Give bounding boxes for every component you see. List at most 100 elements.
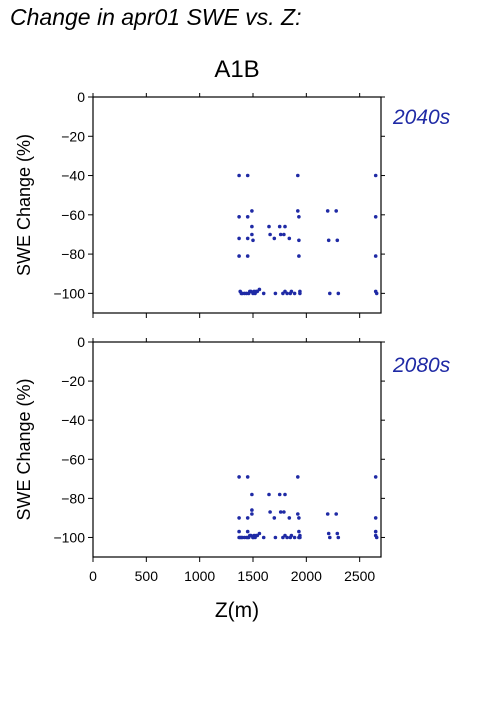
panel-1-data-point (245, 236, 250, 241)
panel-2-data-point (328, 535, 332, 540)
panel-2-data-point (250, 492, 254, 497)
panel-1-data-point (237, 254, 241, 258)
panel-2-xtick-label: 1500 (237, 568, 268, 584)
panel-1-data-point (283, 224, 287, 229)
panel-1-data-point (267, 224, 271, 229)
panel-1-data-point (237, 215, 241, 219)
panel-2-data-point (374, 535, 379, 540)
panel-2-data-point (282, 510, 286, 514)
panel-1-data-point (287, 236, 292, 241)
panel-2-data-point (296, 512, 300, 516)
panel-1-data-point (296, 209, 300, 213)
panel-1-data-point (298, 291, 302, 296)
panel-2-data-point (287, 516, 292, 520)
panel-1-data-point (335, 238, 340, 243)
panel-2-data-point (250, 508, 254, 512)
panel-1-data-point (328, 291, 332, 296)
panel-1-data-point (336, 291, 341, 296)
panel-1-data-point (273, 291, 278, 296)
panel-2-ytick-label: −60 (61, 451, 85, 467)
panel-1-data-point (374, 291, 379, 296)
panel-2-data-point (292, 535, 297, 540)
panel-1-data-point (251, 238, 255, 243)
panel-1-data-point (373, 215, 378, 219)
panel-2-xtick-label: 2000 (291, 568, 322, 584)
page-title: Change in apr01 SWE vs. Z: (10, 4, 302, 30)
panel-1-data-point (245, 215, 250, 219)
panel-2-ytick-label: −100 (53, 529, 85, 545)
panel-2-data-point (268, 510, 272, 514)
panel-1-data-point (334, 209, 339, 213)
panel-2-data-point (336, 535, 341, 540)
panel-2-data-point (335, 531, 340, 536)
panel-2-data-point (289, 533, 294, 538)
panel-1-data-point (250, 232, 254, 237)
panel-1-data-point (237, 236, 241, 241)
panel-1-data-point (272, 236, 277, 241)
panel-2-data-point (373, 475, 378, 479)
panel-2-data-point (373, 516, 378, 520)
panel-2-data-point (297, 529, 301, 534)
panel-2-ytick-label: −40 (61, 412, 85, 428)
panel-1-data-point (292, 291, 297, 296)
panel-1-data-point (261, 291, 266, 296)
scenario-title: A1B (214, 56, 260, 83)
panel-1-data-point (326, 238, 331, 243)
panel-1-ytick-label: −80 (61, 246, 85, 262)
panel-1-data-point (250, 224, 254, 229)
panel-1-data-point (297, 215, 301, 219)
panel-1-data-point (282, 232, 286, 237)
panel-1-data-point (278, 232, 283, 237)
panel-1-data-point (245, 173, 250, 178)
panel-2-data-point (237, 475, 241, 479)
panel-1-data-point (373, 173, 378, 178)
panel-2-data-point (245, 516, 250, 520)
panel-1-data-point (296, 173, 300, 178)
panel-2-data-point (272, 516, 277, 520)
panel-1-data-point (373, 254, 378, 258)
panel-2-data-point (373, 529, 378, 534)
panel-2-data-point (267, 492, 271, 497)
panel-2-ytick-label: 0 (77, 334, 85, 350)
panel-2-ytick-label: −20 (61, 373, 85, 389)
panel-1-data-point (297, 238, 301, 243)
panel-1-ytick-label: −40 (61, 168, 85, 184)
panel-2-xtick-label: 500 (135, 568, 159, 584)
panel-1-data-point (245, 254, 250, 258)
panel-2-data-point (237, 516, 241, 520)
panel-2-ytick-label: −80 (61, 490, 85, 506)
panel-1-ytick-label: −60 (61, 207, 85, 223)
panel-2-data-point (326, 531, 331, 536)
panel-1-data-point (277, 224, 282, 229)
panel-1-ytick-label: 0 (77, 89, 85, 105)
panel-2-frame (92, 341, 382, 558)
panel-1-data-point (250, 209, 254, 213)
panel-2-decade-label: 2080s (393, 354, 451, 377)
panel-2-data-point (285, 535, 289, 540)
panel-1-data-point (297, 254, 301, 258)
panel-1-decade-label: 2040s (393, 106, 451, 129)
panel-1-data-point (289, 289, 294, 294)
panel-1-data-point (257, 287, 262, 292)
panel-2-data-point (261, 535, 266, 540)
panel-1-data-point (325, 209, 330, 213)
panel-2-data-point (334, 512, 339, 516)
panel-2-data-point (283, 492, 287, 497)
panel-2-data-point (298, 535, 302, 540)
panel-2-xtick-label: 1000 (184, 568, 215, 584)
panel-1-ytick-label: −100 (53, 285, 85, 301)
panel-2-data-point (296, 475, 300, 479)
panel-1-data-point (237, 173, 241, 178)
panel-2-data-point (325, 512, 330, 516)
panel-2-data-point (245, 475, 250, 479)
panel-2-data-point (257, 531, 262, 536)
panel-1-ytick-label: −20 (61, 128, 85, 144)
panel-2-xtick-label: 2500 (344, 568, 375, 584)
panel-1-frame (92, 96, 382, 314)
panel-2-data-point (273, 535, 278, 540)
panel-2-data-point (278, 510, 283, 514)
panel-2-data-point (250, 512, 254, 516)
panel-2-ylabel: SWE Change (%) (14, 378, 34, 520)
panel-1-data-point (268, 232, 272, 237)
